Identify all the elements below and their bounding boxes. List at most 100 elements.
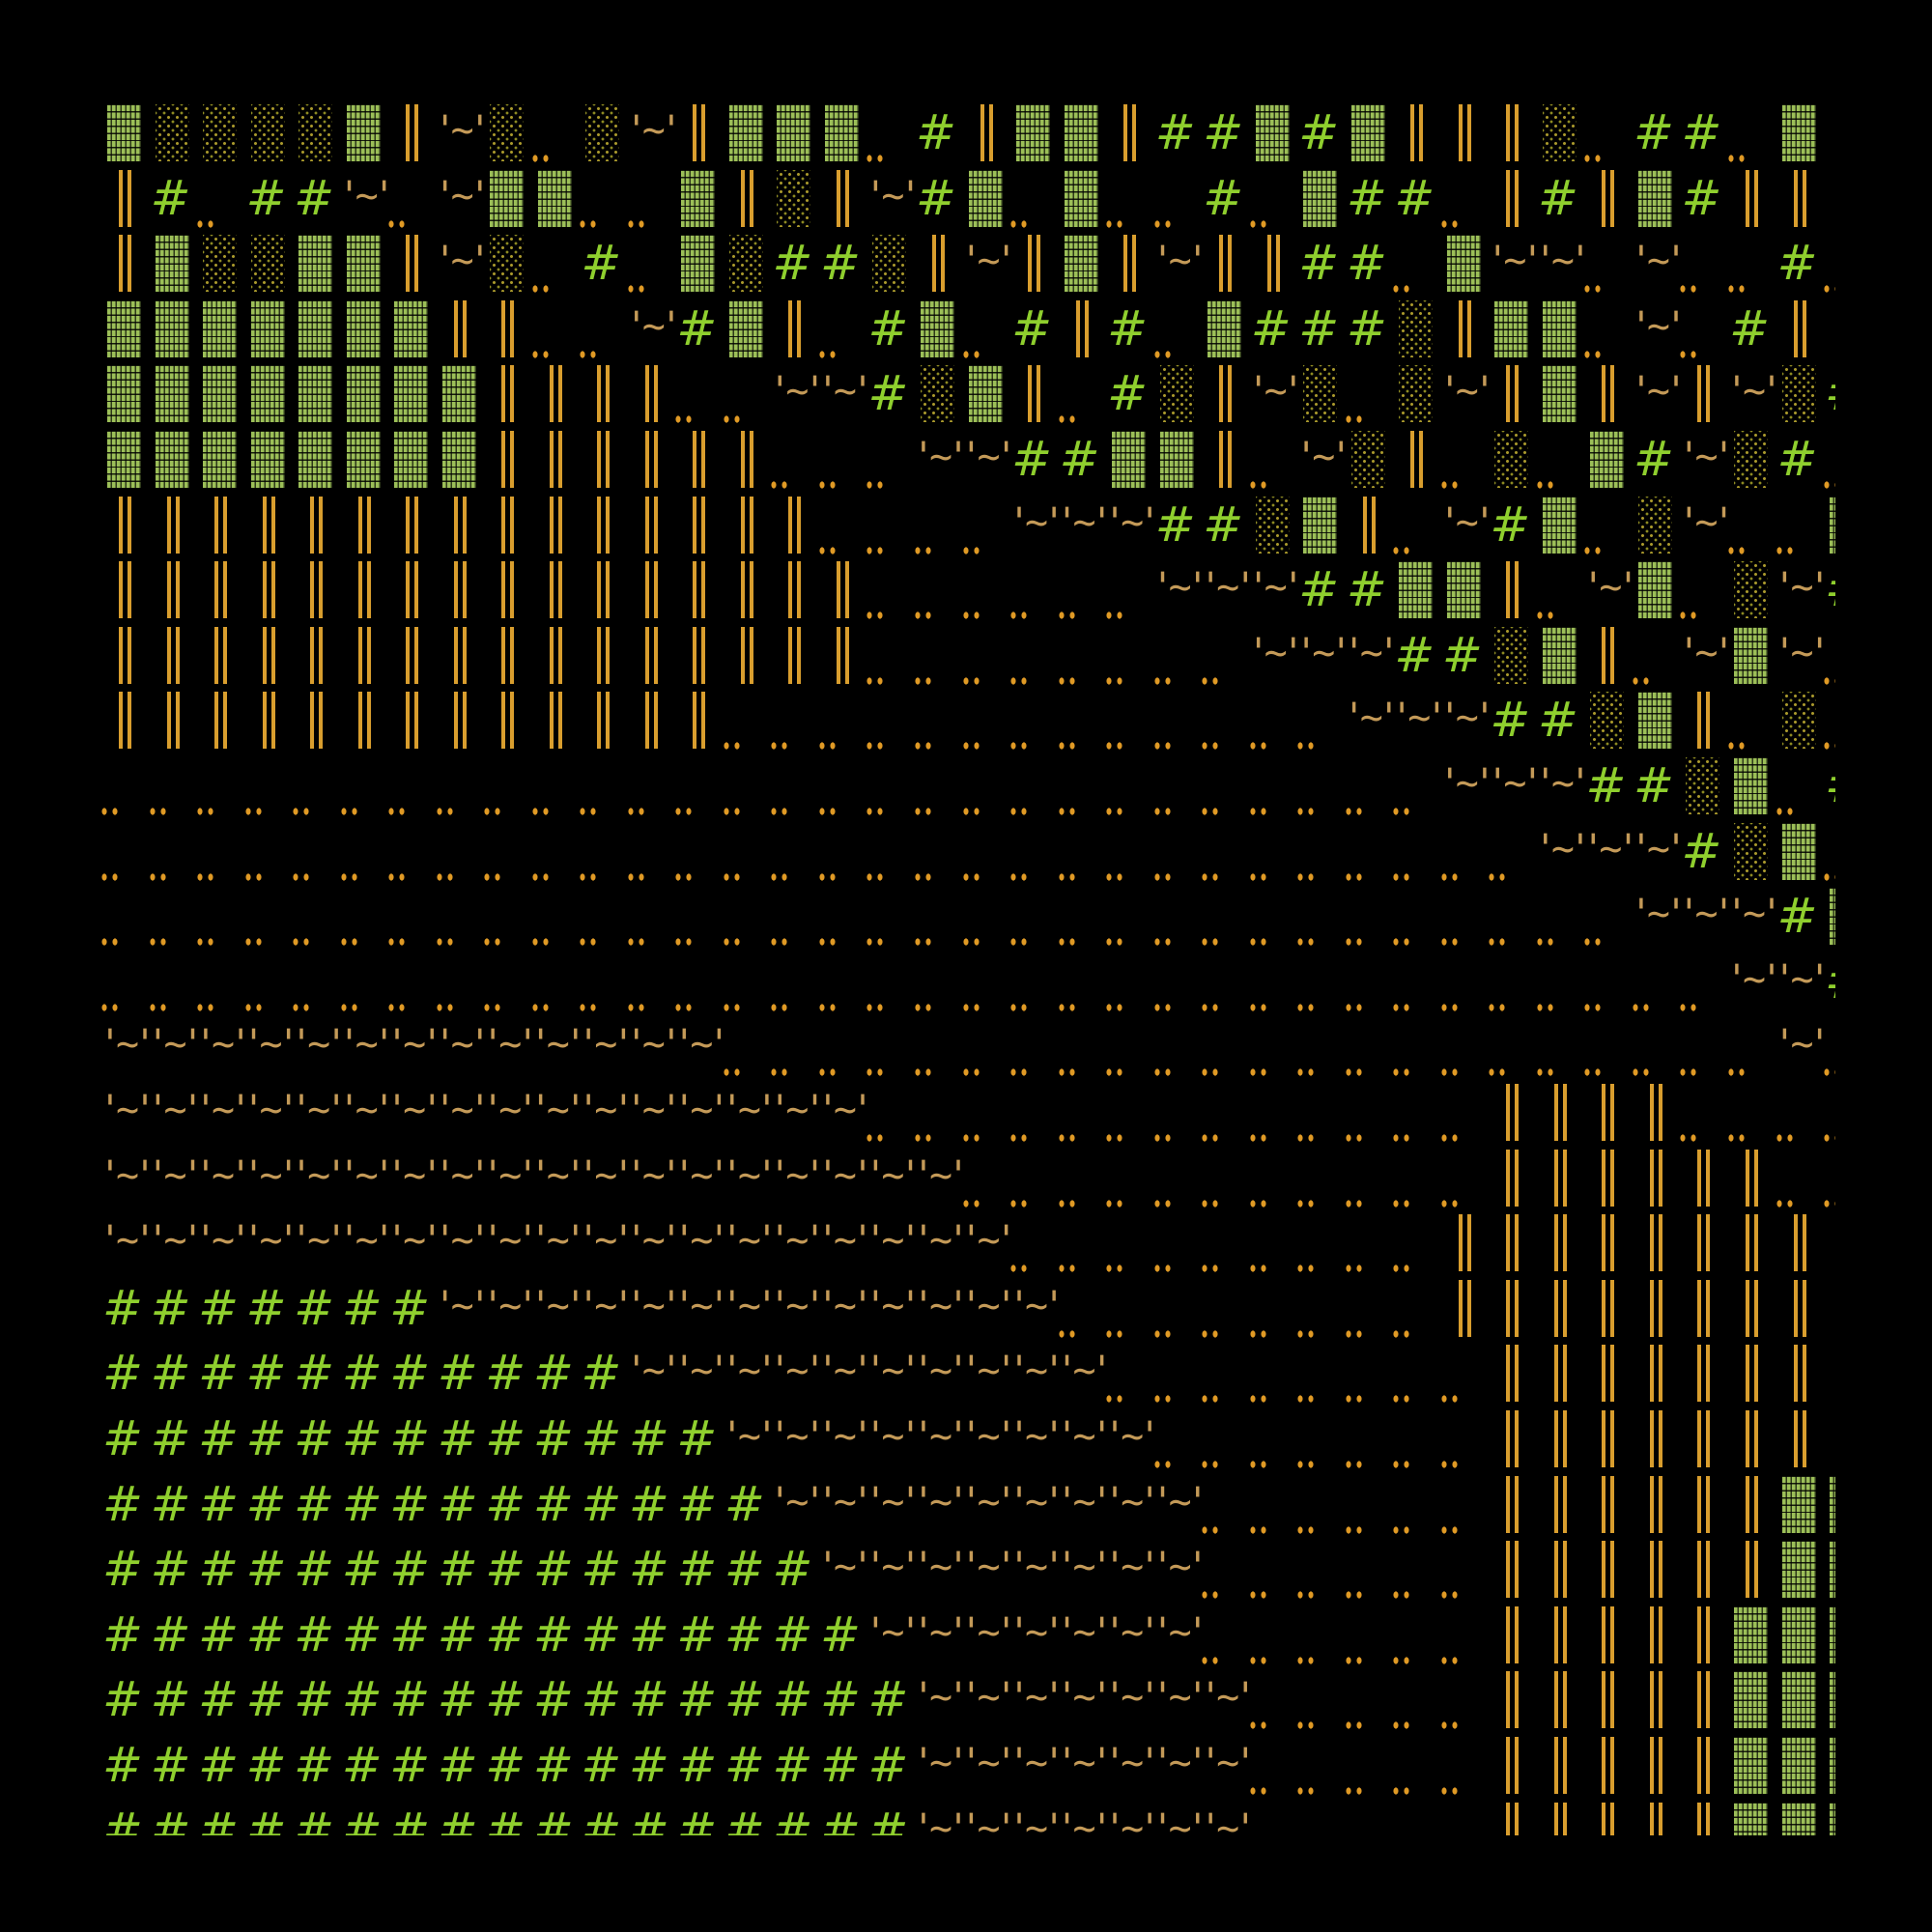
map-cell [1679, 1406, 1727, 1472]
map-cell: # [436, 1667, 484, 1733]
tilde-glyph: '~' [289, 1152, 348, 1198]
dense-block-glyph [298, 299, 333, 357]
map-cell [1153, 884, 1202, 950]
double-dot-glyph [1249, 481, 1267, 489]
map-cell [1583, 1341, 1632, 1406]
map-cell [1679, 1733, 1727, 1799]
map-cell [1632, 1210, 1680, 1276]
tilde-glyph: '~' [337, 173, 396, 218]
map-cell [1440, 1667, 1489, 1733]
map-cell [627, 493, 675, 558]
map-cell: '~' [290, 1080, 348, 1146]
ascii-map-viewport: '~' '~' # # # # # # # # # '~' '~' '~' # # # # # # '~' # # # '~' '… [97, 97, 1835, 1835]
map-cell [1488, 1537, 1536, 1603]
map-cell: '~' [529, 1014, 587, 1080]
map-cell [962, 166, 1010, 232]
map-cell [962, 493, 1010, 558]
double-dot-glyph [1345, 1787, 1363, 1795]
double-dot-glyph [1249, 1199, 1267, 1208]
hash-glyph: # [1394, 169, 1435, 226]
sparse-dots-glyph [1637, 496, 1672, 554]
tilde-glyph: '~' [433, 239, 492, 284]
hash-glyph: # [1154, 104, 1196, 160]
double-dot-glyph [1249, 219, 1267, 228]
hash-glyph: # [150, 1802, 191, 1835]
double-dot-glyph [1297, 872, 1316, 881]
map-cell: '~' [1055, 1341, 1113, 1406]
double-bar-glyph [406, 104, 419, 161]
map-cell [1009, 819, 1058, 885]
map-cell: '~' [768, 1080, 826, 1146]
map-cell: # [1679, 819, 1727, 885]
double-bar-glyph [980, 104, 993, 161]
map-cell: '~' [1343, 688, 1401, 753]
map-cell [1105, 819, 1153, 885]
map-cell [962, 557, 1010, 623]
map-cell [100, 361, 149, 427]
map-cell [100, 297, 149, 362]
map-cell: # [1679, 166, 1727, 232]
double-dot-glyph [1249, 1329, 1267, 1338]
double-dot-glyph [1202, 1656, 1220, 1664]
map-cell: '~' [1534, 819, 1592, 885]
map-cell [531, 100, 580, 166]
double-dot-glyph [1153, 219, 1172, 228]
map-cell: '~' [385, 1146, 443, 1211]
double-dot-glyph [1489, 872, 1507, 881]
map-cell [1679, 1667, 1727, 1733]
map-cell: '~' [816, 1146, 874, 1211]
map-cell [1776, 819, 1824, 885]
dense-block-glyph [968, 365, 1003, 423]
map-cell: # [627, 1603, 675, 1668]
map-cell: '~' [242, 1080, 299, 1146]
map-cell [387, 100, 436, 166]
double-bar-glyph [119, 626, 131, 684]
map-cell [1632, 1080, 1680, 1146]
double-bar-glyph [693, 104, 706, 161]
map-cell [1392, 100, 1440, 166]
dense-block-glyph [155, 365, 189, 423]
hash-glyph: # [724, 1605, 765, 1662]
map-cell [1727, 1341, 1776, 1406]
map-cell [483, 361, 531, 427]
double-dot-glyph [675, 415, 694, 424]
double-dot-glyph [675, 808, 694, 815]
map-cell [1823, 493, 1835, 558]
map-cell: # [723, 1733, 771, 1799]
dense-block-glyph [1542, 626, 1577, 684]
map-cell: # [866, 297, 914, 362]
map-cell: # [196, 1667, 244, 1733]
hash-glyph: # [772, 235, 813, 292]
map-cell [1058, 1146, 1106, 1211]
hash-glyph: # [1634, 757, 1674, 813]
map-cell [1632, 1733, 1680, 1799]
dense-block-glyph [1734, 1671, 1769, 1729]
map-cell [1058, 166, 1106, 232]
sparse-dots-glyph [490, 104, 525, 161]
map-cell: '~' [1343, 623, 1401, 689]
map-cell [1058, 1080, 1106, 1146]
map-cell: # [244, 166, 293, 232]
dense-block-glyph [537, 169, 572, 227]
map-cell [1536, 1276, 1584, 1342]
dense-block-glyph [1350, 104, 1385, 161]
map-cell [531, 493, 580, 558]
double-dot-glyph [915, 808, 932, 815]
hash-glyph: # [676, 1475, 718, 1532]
tilde-glyph: '~' [624, 1022, 683, 1067]
map-cell [1583, 231, 1632, 297]
double-dot-glyph [1249, 808, 1267, 815]
map-cell [1823, 1603, 1835, 1668]
double-bar-glyph [1697, 692, 1711, 750]
double-dot-glyph [818, 546, 837, 554]
hash-glyph: # [485, 1671, 526, 1728]
map-cell: '~' [1773, 1014, 1831, 1080]
map-cell [1392, 1014, 1440, 1080]
map-cell: '~' [1008, 1733, 1065, 1799]
hash-glyph: # [1634, 104, 1674, 160]
dense-block-glyph [968, 169, 1003, 227]
double-dot-glyph [1058, 1329, 1076, 1338]
double-bar-glyph [1746, 1475, 1759, 1533]
double-bar-glyph [597, 431, 611, 488]
hash-glyph: # [676, 1410, 718, 1466]
